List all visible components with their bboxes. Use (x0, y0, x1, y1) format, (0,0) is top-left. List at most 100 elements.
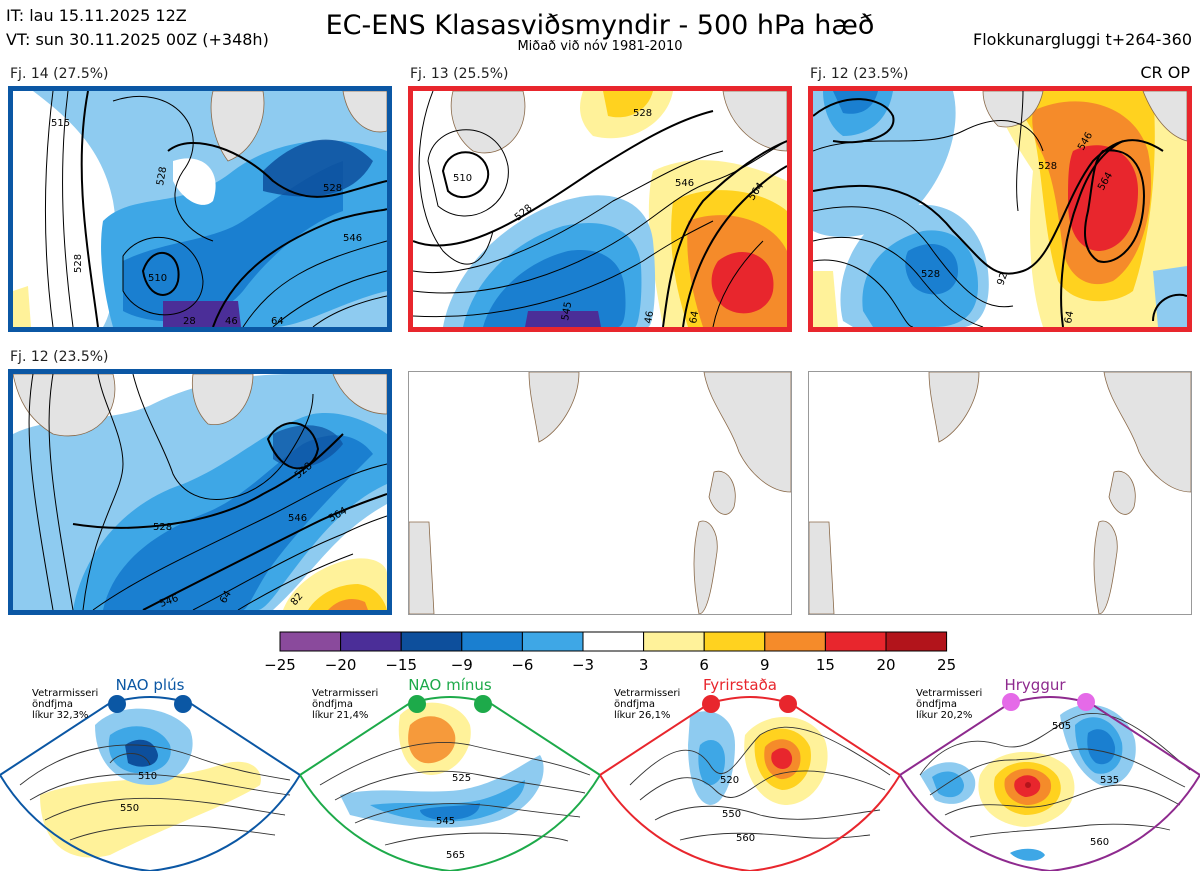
colorbar-cell (521, 631, 584, 652)
contour-label: 528 (1038, 161, 1057, 172)
land-svalbard (332, 374, 387, 415)
panel-label-3: Fj. 12 (23.5%) (810, 66, 909, 82)
contour-label: 528 (73, 254, 84, 273)
contour-label: 46 (643, 310, 656, 324)
land-svalbard (722, 91, 787, 152)
land-outlines (809, 372, 1191, 614)
regime-sector (600, 697, 900, 871)
regime-note: Vetrarmisseri (614, 688, 680, 699)
colorbar-tick-label: −6 (511, 656, 533, 674)
contour-label: 510 (148, 273, 167, 284)
regime-nao-minus: NAO mínus Vetrarmisseri öndfjma líkur 21… (300, 675, 600, 871)
panel-label-2: Fj. 13 (25.5%) (410, 66, 509, 82)
anomaly-dark-blue (273, 425, 343, 468)
regime-orange (408, 716, 456, 764)
colorbar-labels: −25 −20 −15 −9 −6 −3 3 6 9 15 20 25 (264, 656, 956, 674)
regime-title: NAO mínus (408, 676, 492, 694)
anomaly-red (711, 252, 774, 314)
contour-label: 528 (921, 269, 940, 280)
land-iceland (708, 470, 736, 515)
contour-label: 28 (183, 316, 196, 327)
colorbar-tick-label: 25 (937, 656, 956, 674)
land-greenland-west (928, 372, 980, 443)
cluster-map-3-svg: 528 546 564 528 92 64 (813, 91, 1187, 327)
contour-label: 525 (452, 773, 471, 784)
land-britain (693, 520, 718, 614)
contour-label: 520 (720, 775, 739, 786)
land-britain (1093, 520, 1118, 614)
contour-label: 546 (675, 178, 694, 189)
contour-label: 560 (1090, 837, 1109, 848)
colorbar-cell (824, 631, 887, 652)
anomaly-gold (603, 91, 653, 118)
regime-outline (900, 696, 1200, 871)
regime-note: öndfjma (614, 699, 655, 710)
regime-note: líkur 32,3% (32, 709, 88, 721)
blank-map-1 (408, 371, 792, 615)
contour-label: 528 (323, 183, 342, 194)
blank-map-2 (808, 371, 1192, 615)
colorbar-cell (885, 631, 948, 652)
colorbar-cell (461, 631, 523, 652)
contour-label: 515 (51, 118, 70, 129)
regime-yellow (40, 761, 261, 858)
contour-label: 550 (120, 803, 139, 814)
contour-label: 64 (688, 310, 701, 324)
contour-label: 546 (288, 513, 307, 524)
contour-label: 64 (271, 316, 284, 327)
classification-window: Flokkunargluggi t+264-360 (973, 30, 1192, 49)
colorbar-cell (703, 631, 766, 652)
regime-marker (1002, 693, 1020, 711)
colorbar-cell (400, 631, 463, 652)
regime-note: Vetrarmisseri (916, 688, 982, 699)
contour-label: 560 (736, 833, 755, 844)
anomaly-blue (103, 435, 373, 610)
land-greenland (982, 91, 1044, 128)
regime-note: Vetrarmisseri (32, 688, 98, 699)
anomaly-orange (328, 598, 368, 610)
regime-contours (629, 726, 891, 841)
regime-medium-blue-south (1010, 848, 1045, 861)
page-subtitle: Miðað við nóv 1981-2010 (517, 39, 683, 54)
land-greenland (210, 91, 265, 162)
land-greenland (450, 91, 526, 154)
colorbar-tick-label: −20 (325, 656, 357, 674)
cluster-map-1: 515 528 528 510 546 528 28 46 64 (8, 86, 392, 332)
contour-label: 505 (1052, 721, 1071, 732)
regime-blocking-svg: Fyrirstaða Vetrarmisseri öndfjma líkur 2… (600, 676, 900, 871)
regime-title: NAO plús (116, 676, 185, 694)
height-contours (45, 91, 387, 327)
regime-blue (420, 803, 480, 820)
land-west (809, 521, 835, 614)
regime-marker (108, 695, 126, 713)
regime-note: líkur 20,2% (916, 709, 972, 721)
land-iceland (1108, 470, 1136, 515)
contour-label: 545 (436, 816, 455, 827)
contour-label: 545 (560, 301, 574, 322)
page-title: EC-ENS Klasasviðsmyndir - 500 hPa hæð (325, 10, 875, 41)
cluster-map-4: 528 528 546 564 546 64 82 (8, 369, 392, 615)
regime-title: Hryggur (1004, 676, 1066, 694)
height-contours (28, 374, 387, 610)
panel-label-4: Fj. 12 (23.5%) (10, 349, 109, 365)
contour-label: 528 (633, 108, 652, 119)
colorbar-cells (279, 631, 948, 652)
land-greenland-east (191, 374, 254, 426)
colorbar-tick-label: 3 (639, 656, 649, 674)
cluster-map-1-svg: 515 528 528 510 546 528 28 46 64 (13, 91, 387, 327)
regime-title: Fyrirstaða (703, 676, 777, 694)
colorbar: −25 −20 −15 −9 −6 −3 3 6 9 15 20 25 (264, 631, 956, 674)
regime-ridge-svg: Hryggur Vetrarmisseri öndfjma líkur 20,2… (900, 676, 1200, 871)
regime-note: Vetrarmisseri (312, 688, 378, 699)
land-svalbard (342, 91, 387, 133)
colorbar-tick-label: −25 (264, 656, 296, 674)
init-time: IT: lau 15.11.2025 12Z (6, 6, 187, 25)
anomaly-purple (525, 311, 601, 327)
cluster-map-2: 528 510 528 546 564 545 46 64 (408, 86, 792, 332)
contour-label: 64 (1063, 310, 1076, 324)
regime-contours (19, 744, 291, 841)
height-contours (413, 91, 787, 327)
colorbar-tick-label: 15 (816, 656, 835, 674)
regime-note: líkur 26,1% (614, 709, 670, 721)
colorbar-cell (764, 631, 826, 652)
